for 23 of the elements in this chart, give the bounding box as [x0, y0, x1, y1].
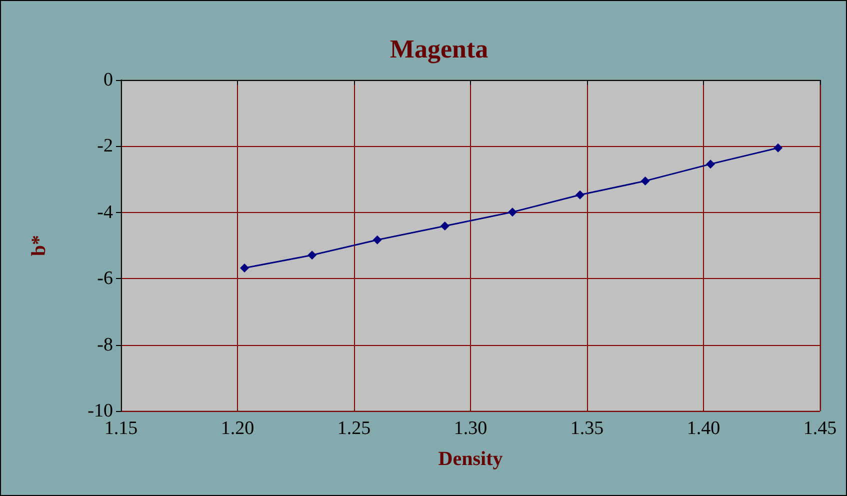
x-axis-title: Density	[438, 448, 503, 470]
y-tick-label: 0	[104, 70, 113, 90]
chart-title: Magenta	[390, 34, 488, 64]
y-tick-label: -4	[97, 202, 114, 223]
x-tick-label: 1.30	[454, 418, 488, 439]
point	[308, 250, 317, 260]
x-tick-label: 1.20	[220, 418, 254, 439]
y-tick-label: -2	[97, 136, 113, 157]
x-tick-label: 1.35	[570, 418, 604, 439]
y-tick-label: -8	[97, 334, 113, 356]
point	[508, 208, 517, 217]
point	[640, 176, 650, 186]
x-tick-label: 1.40	[686, 418, 720, 439]
x-tick-label: 1.25	[337, 418, 371, 439]
point	[440, 221, 450, 230]
y-tick-label: -6	[97, 268, 113, 290]
x-tick-label: 1.45	[803, 418, 837, 439]
point	[576, 190, 585, 200]
point	[774, 143, 783, 152]
y-axis-title: b*	[28, 234, 50, 256]
point	[240, 264, 249, 273]
point	[372, 235, 382, 244]
point	[706, 160, 715, 169]
